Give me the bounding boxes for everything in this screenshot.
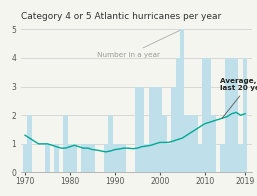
Bar: [212, 115, 216, 172]
Bar: [243, 58, 247, 172]
Bar: [176, 58, 180, 172]
Bar: [45, 144, 50, 172]
Bar: [234, 58, 238, 172]
Bar: [171, 87, 176, 172]
Bar: [162, 115, 167, 172]
Bar: [23, 144, 27, 172]
Bar: [221, 144, 225, 172]
Bar: [63, 115, 68, 172]
Bar: [135, 87, 140, 172]
Bar: [27, 115, 32, 172]
Bar: [189, 115, 194, 172]
Bar: [113, 144, 117, 172]
Bar: [81, 144, 86, 172]
Bar: [158, 87, 162, 172]
Bar: [225, 58, 230, 172]
Bar: [144, 144, 149, 172]
Bar: [149, 87, 153, 172]
Bar: [153, 87, 158, 172]
Bar: [72, 144, 77, 172]
Bar: [185, 115, 189, 172]
Bar: [54, 144, 59, 172]
Bar: [90, 144, 95, 172]
Bar: [203, 58, 207, 172]
Bar: [68, 144, 72, 172]
Bar: [167, 144, 171, 172]
Bar: [104, 144, 108, 172]
Bar: [122, 144, 126, 172]
Text: Category 4 or 5 Atlantic hurricanes per year: Category 4 or 5 Atlantic hurricanes per …: [21, 12, 221, 21]
Bar: [194, 115, 198, 172]
Bar: [140, 87, 144, 172]
Text: Number in a year: Number in a year: [97, 30, 180, 58]
Bar: [180, 29, 185, 172]
Bar: [207, 58, 212, 172]
Text: Average, over
last 20 years: Average, over last 20 years: [221, 78, 257, 118]
Bar: [86, 144, 90, 172]
Bar: [117, 144, 122, 172]
Bar: [198, 144, 203, 172]
Bar: [230, 58, 234, 172]
Bar: [108, 115, 113, 172]
Bar: [238, 144, 243, 172]
